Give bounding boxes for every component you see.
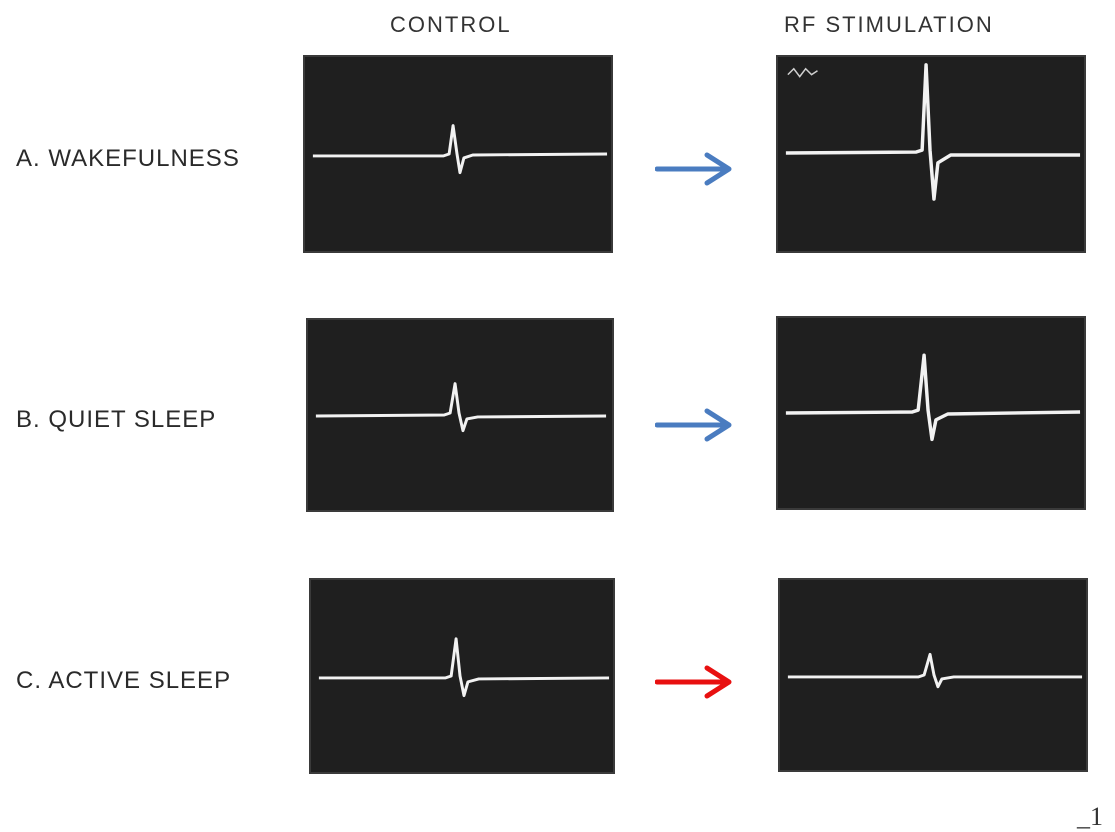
arrow-icon-wakefulness [655, 152, 732, 186]
control-trace-quiet-sleep [315, 382, 607, 433]
rf-trace-panel-wakefulness [776, 55, 1086, 253]
rf-trace-panel-quiet-sleep [776, 316, 1086, 510]
control-trace-wakefulness [312, 124, 608, 175]
scale-bar-value: 1 [1090, 802, 1103, 831]
control-column-header: CONTROL [390, 12, 512, 37]
rf-trace-wakefulness [785, 63, 1081, 201]
scale-bar-label: _1 [1077, 802, 1103, 831]
control-trace-panel-active-sleep [309, 578, 615, 774]
control-trace-panel-wakefulness [303, 55, 613, 253]
rf-stimulation-column-header: RF STIMULATION [784, 12, 994, 37]
control-trace-active-sleep [318, 637, 610, 698]
rf-trace-panel-active-sleep [778, 578, 1088, 772]
arrow-icon-active-sleep [655, 665, 732, 699]
rf-trace-active-sleep [787, 652, 1083, 689]
row-label-active-sleep: C. ACTIVE SLEEP [16, 667, 232, 694]
control-trace-panel-quiet-sleep [306, 318, 614, 512]
row-label-wakefulness: A. WAKEFULNESS [16, 145, 240, 172]
arrow-icon-quiet-sleep [655, 408, 732, 442]
rf-trace-quiet-sleep [785, 353, 1081, 442]
row-label-quiet-sleep: B. QUIET SLEEP [16, 406, 217, 433]
